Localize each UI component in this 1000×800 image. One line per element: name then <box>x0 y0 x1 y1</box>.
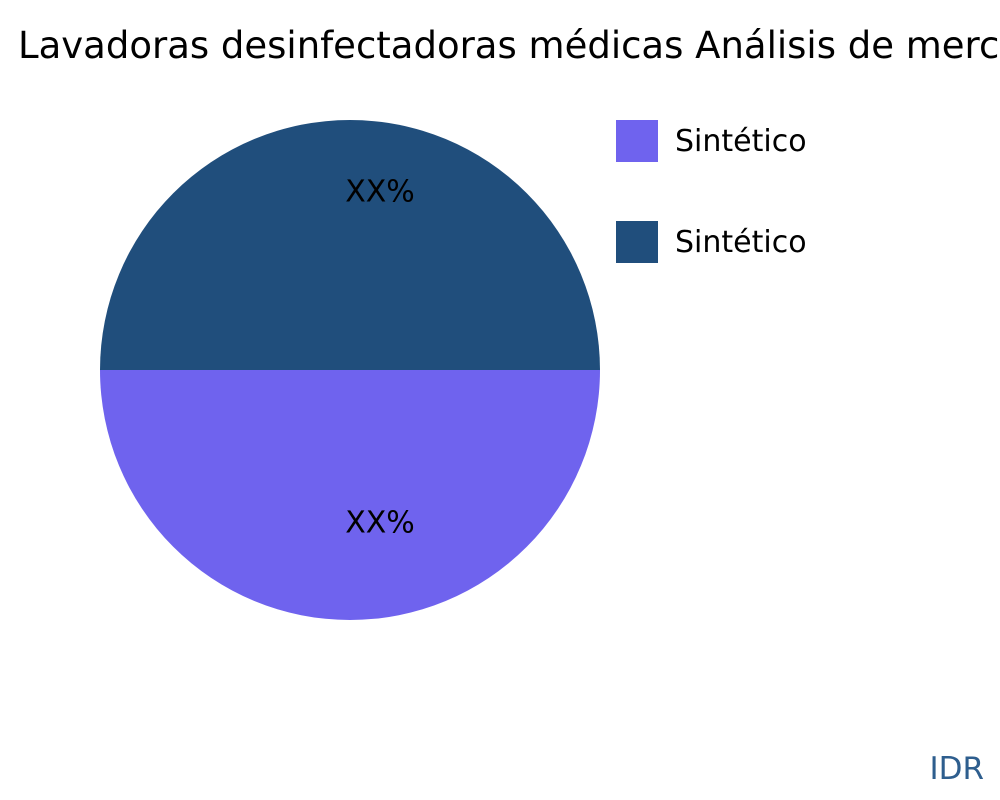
slice-label-bottom: XX% <box>345 505 415 541</box>
pie-chart <box>100 120 600 620</box>
legend-label: Sintético <box>675 224 807 260</box>
legend-item: Sintético <box>616 120 807 162</box>
page-title: Lavadoras desinfectadoras médicas Anális… <box>18 24 1000 67</box>
pie-slice-top <box>100 120 600 370</box>
slice-label-top: XX% <box>345 174 415 210</box>
legend-swatch-navy <box>616 221 658 263</box>
watermark-idr: IDR <box>929 751 984 787</box>
legend: Sintético Sintético <box>616 120 807 263</box>
legend-swatch-purple <box>616 120 658 162</box>
legend-item: Sintético <box>616 221 807 263</box>
pie-slice-bottom <box>100 370 600 620</box>
legend-label: Sintético <box>675 123 807 159</box>
